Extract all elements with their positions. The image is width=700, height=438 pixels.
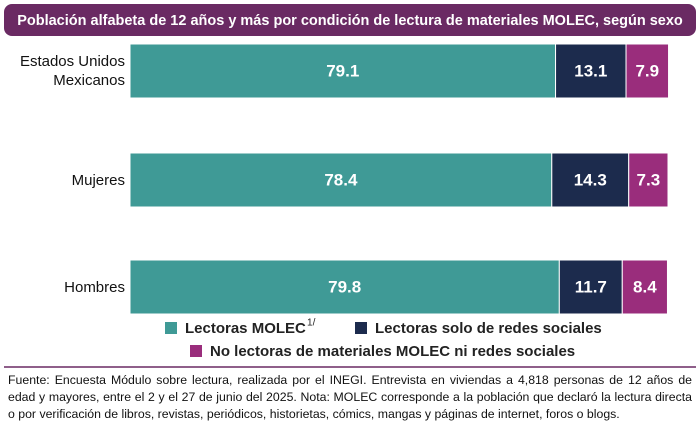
legend-superscript: 1/ [307,318,316,329]
value-label: 14.3 [574,170,607,189]
category-label: Estados Unidos Mexicanos [19,53,125,89]
bar-segment [129,259,560,315]
bar-segment [558,259,623,315]
value-label: 7.9 [635,61,659,80]
legend-swatch [355,322,367,334]
legend-label: Lectoras solo de redes sociales [375,320,602,337]
title-box [4,4,696,36]
value-label: 79.1 [326,61,359,80]
bar-segment [551,152,630,208]
bar-segment [129,43,557,99]
category-label: Hombres [64,278,125,296]
value-label: 7.3 [637,170,661,189]
bar-segment [621,259,668,315]
chart-title: Población alfabeta de 12 años y más por … [17,13,683,29]
legend-label: No lectoras de materiales MOLEC ni redes… [210,343,575,360]
category-label: Mujeres [71,171,125,189]
legend-swatch [165,322,177,334]
value-label: 11.7 [575,277,607,296]
legend-label: Lectoras MOLEC [185,320,306,337]
chart: Población alfabeta de 12 años y más por … [4,4,696,368]
bar-segment [625,43,670,99]
footnote: Fuente: Encuesta Módulo sobre lectura, r… [8,373,692,421]
bar-segment [129,152,553,208]
bar-segment [628,152,669,208]
value-label: 13.1 [574,61,607,80]
value-label: 78.4 [324,170,358,189]
value-label: 79.8 [328,277,361,296]
legend-swatch [190,345,202,357]
value-label: 8.4 [633,277,657,296]
